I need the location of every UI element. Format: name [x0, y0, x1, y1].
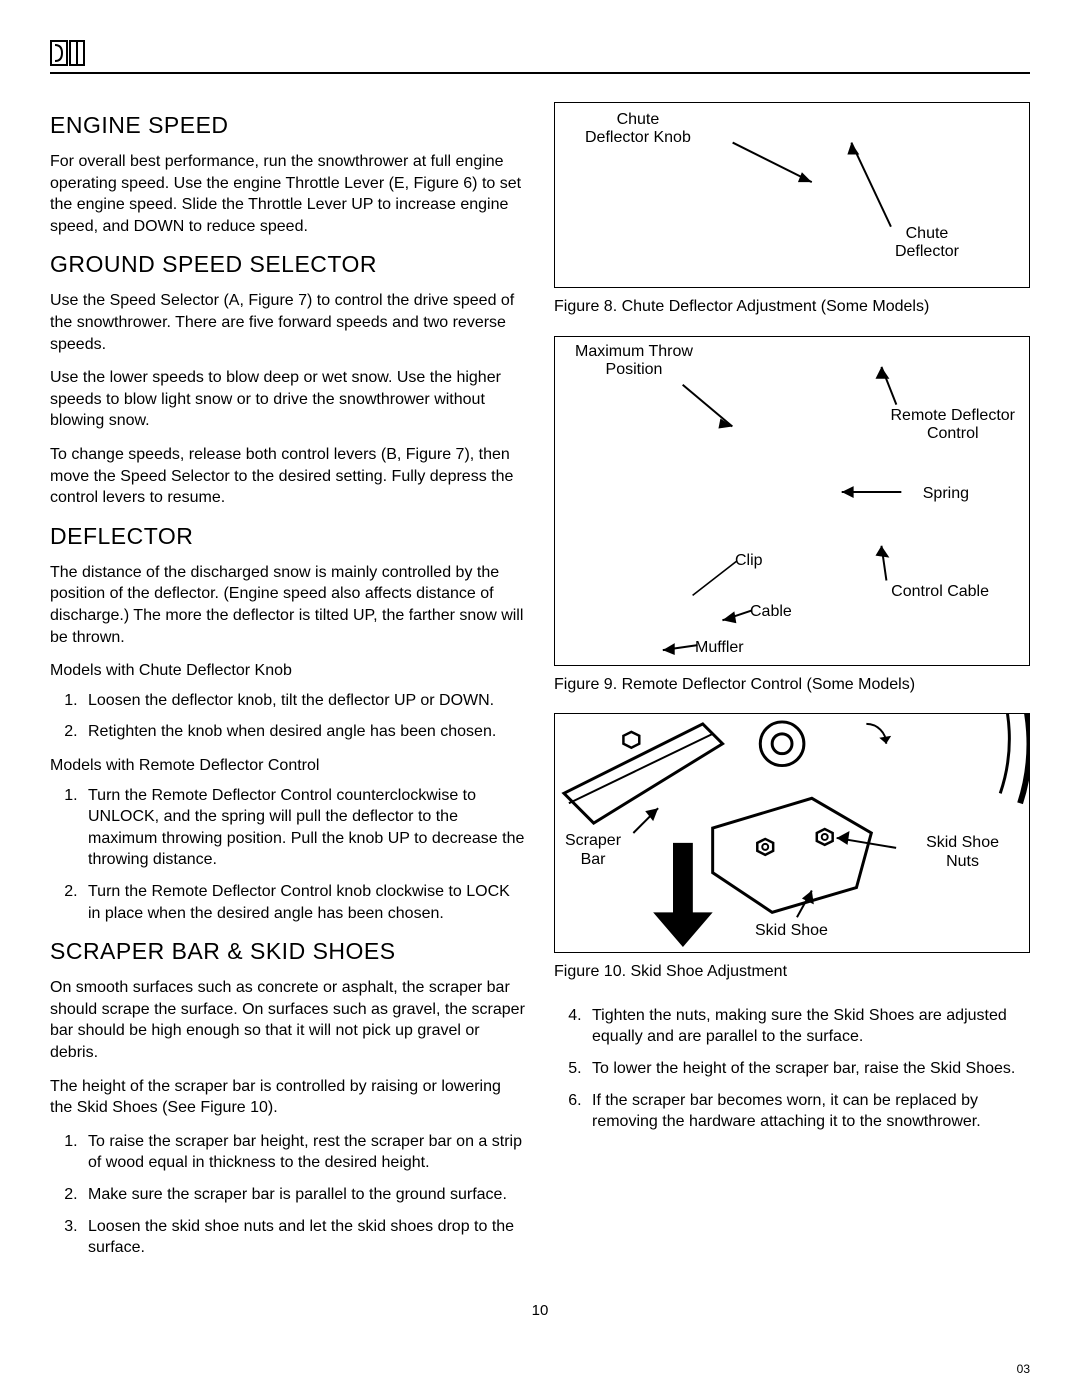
header-rule	[50, 40, 1030, 74]
header-mark-icon	[50, 40, 86, 66]
scraper-li4: Tighten the nuts, making sure the Skid S…	[586, 1005, 1030, 1048]
two-column-layout: ENGINE SPEED For overall best performanc…	[50, 102, 1030, 1271]
scraper-p1: On smooth surfaces such as concrete or a…	[50, 977, 526, 1063]
deflector-sub1: Models with Chute Deflector Knob	[50, 660, 526, 682]
ground-speed-p1: Use the Speed Selector (A, Figure 7) to …	[50, 290, 526, 355]
heading-scraper: SCRAPER BAR & SKID SHOES	[50, 936, 526, 967]
deflector-li2: Retighten the knob when desired angle ha…	[82, 721, 526, 743]
deflector-p1: The distance of the discharged snow is m…	[50, 562, 526, 648]
scraper-list1: To raise the scraper bar height, rest th…	[70, 1131, 526, 1259]
scraper-li3: Loosen the skid shoe nuts and let the sk…	[82, 1216, 526, 1259]
deflector-list2: Turn the Remote Deflector Control counte…	[70, 785, 526, 925]
deflector-li3: Turn the Remote Deflector Control counte…	[82, 785, 526, 871]
scraper-li1: To raise the scraper bar height, rest th…	[82, 1131, 526, 1174]
deflector-li4: Turn the Remote Deflector Control knob c…	[82, 881, 526, 924]
deflector-li1: Loosen the deflector knob, tilt the defl…	[82, 690, 526, 712]
figure-9-caption: Figure 9. Remote Deflector Control (Some…	[554, 674, 1030, 696]
figure-8-caption: Figure 8. Chute Deflector Adjustment (So…	[554, 296, 1030, 318]
right-column: Chute Deflector Knob Chute Deflector Fig…	[554, 102, 1030, 1271]
scraper-li2: Make sure the scraper bar is parallel to…	[82, 1184, 526, 1206]
left-column: ENGINE SPEED For overall best performanc…	[50, 102, 526, 1271]
ground-speed-p2: Use the lower speeds to blow deep or wet…	[50, 367, 526, 432]
ground-speed-p3: To change speeds, release both control l…	[50, 444, 526, 509]
figure-9-box: Maximum Throw Position Remote Deflector …	[554, 336, 1030, 666]
revision-number: 03	[1017, 1361, 1030, 1377]
heading-engine-speed: ENGINE SPEED	[50, 110, 526, 141]
scraper-list-continued: Tighten the nuts, making sure the Skid S…	[574, 1005, 1030, 1133]
figure-10-box: Scraper Bar Skid Shoe Nuts Skid Shoe	[554, 713, 1030, 953]
figure-8-box: Chute Deflector Knob Chute Deflector	[554, 102, 1030, 288]
figure-10-wrap: Scraper Bar Skid Shoe Nuts Skid Shoe	[554, 713, 1030, 953]
scraper-p2: The height of the scraper bar is control…	[50, 1076, 526, 1119]
deflector-list1: Loosen the deflector knob, tilt the defl…	[70, 690, 526, 743]
heading-ground-speed: GROUND SPEED SELECTOR	[50, 249, 526, 280]
heading-deflector: DEFLECTOR	[50, 521, 526, 552]
figure-10-caption: Figure 10. Skid Shoe Adjustment	[554, 961, 1030, 983]
scraper-li5: To lower the height of the scraper bar, …	[586, 1058, 1030, 1080]
engine-speed-p1: For overall best performance, run the sn…	[50, 151, 526, 237]
scraper-li6: If the scraper bar becomes worn, it can …	[586, 1090, 1030, 1133]
deflector-sub2: Models with Remote Deflector Control	[50, 755, 526, 777]
page-number: 10	[50, 1301, 1030, 1321]
